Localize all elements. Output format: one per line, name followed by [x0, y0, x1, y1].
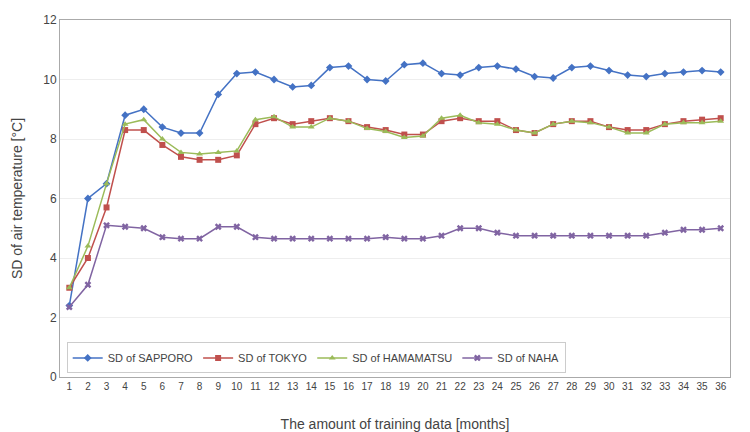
- svg-text:6: 6: [160, 381, 166, 392]
- svg-text:33: 33: [659, 381, 671, 392]
- svg-text:2: 2: [85, 381, 91, 392]
- svg-text:11: 11: [250, 381, 261, 392]
- svg-text:9: 9: [215, 381, 221, 392]
- svg-text:SD of HAMAMATSU: SD of HAMAMATSU: [352, 352, 452, 364]
- svg-text:8: 8: [197, 381, 203, 392]
- svg-text:5: 5: [141, 381, 147, 392]
- svg-text:24: 24: [492, 381, 504, 392]
- svg-text:36: 36: [715, 381, 727, 392]
- svg-text:20: 20: [417, 381, 429, 392]
- svg-text:The amount of training data [m: The amount of training data [months]: [281, 416, 510, 432]
- svg-text:7: 7: [178, 381, 184, 392]
- svg-text:26: 26: [529, 381, 541, 392]
- svg-text:29: 29: [585, 381, 597, 392]
- svg-text:19: 19: [399, 381, 411, 392]
- svg-text:22: 22: [455, 381, 467, 392]
- svg-text:2: 2: [50, 311, 57, 325]
- svg-text:15: 15: [324, 381, 336, 392]
- svg-text:SD of air temperature [°C]: SD of air temperature [°C]: [9, 118, 25, 279]
- svg-text:34: 34: [678, 381, 690, 392]
- svg-text:21: 21: [436, 381, 448, 392]
- svg-text:12: 12: [43, 13, 57, 27]
- svg-text:1: 1: [67, 381, 73, 392]
- svg-text:SD of NAHA: SD of NAHA: [497, 352, 559, 364]
- svg-text:17: 17: [362, 381, 374, 392]
- svg-text:25: 25: [510, 381, 522, 392]
- svg-text:4: 4: [122, 381, 128, 392]
- svg-text:10: 10: [231, 381, 243, 392]
- svg-text:6: 6: [50, 192, 57, 206]
- svg-text:16: 16: [343, 381, 355, 392]
- svg-text:SD of TOKYO: SD of TOKYO: [238, 352, 307, 364]
- svg-text:4: 4: [50, 251, 57, 265]
- svg-text:31: 31: [622, 381, 634, 392]
- svg-text:3: 3: [104, 381, 110, 392]
- svg-text:8: 8: [50, 132, 57, 146]
- svg-text:28: 28: [566, 381, 578, 392]
- svg-text:12: 12: [268, 381, 280, 392]
- svg-text:32: 32: [641, 381, 653, 392]
- svg-text:35: 35: [697, 381, 709, 392]
- svg-text:23: 23: [473, 381, 485, 392]
- svg-text:SD of SAPPORO: SD of SAPPORO: [108, 352, 193, 364]
- svg-text:30: 30: [603, 381, 615, 392]
- svg-text:10: 10: [43, 73, 57, 87]
- svg-text:18: 18: [380, 381, 392, 392]
- svg-text:0: 0: [50, 370, 57, 384]
- svg-text:13: 13: [287, 381, 299, 392]
- svg-text:14: 14: [306, 381, 318, 392]
- svg-text:27: 27: [548, 381, 560, 392]
